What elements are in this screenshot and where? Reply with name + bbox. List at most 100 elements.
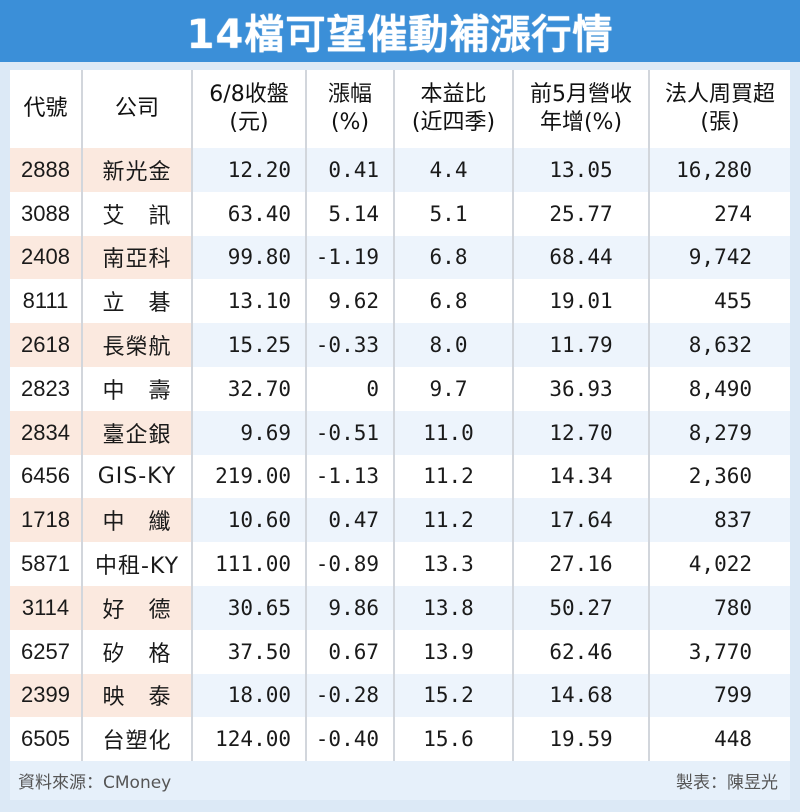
- cell-inst: 8,632: [648, 323, 790, 367]
- title-banner: 14檔可望催動補漲行情: [0, 0, 800, 62]
- table-row: 2888 新光金 12.20 0.41 4.4 13.05 16,280: [10, 148, 790, 192]
- cell-name: 中 纖: [81, 498, 192, 543]
- cell-pe: 6.8: [393, 235, 513, 280]
- cell-change: 9.86: [305, 585, 394, 630]
- cell-inst: 448: [648, 717, 790, 762]
- col-header-change: 漲幅 (%): [305, 70, 394, 148]
- table-row: 2834 臺企銀 9.69 -0.51 11.0 12.70 8,279: [10, 410, 790, 455]
- cell-inst: 4,022: [648, 542, 790, 586]
- cell-close: 124.00: [191, 717, 306, 762]
- table-row: 2618 長榮航 15.25 -0.33 8.0 11.79 8,632: [10, 323, 790, 367]
- cell-close: 32.70: [191, 366, 306, 411]
- cell-close: 99.80: [191, 235, 306, 280]
- col-header-close: 6/8收盤 (元): [191, 70, 306, 148]
- cell-inst: 2,360: [648, 454, 790, 499]
- stock-table: 代號 公司 6/8收盤 (元) 漲幅 (%) 本益比 (近四季) 前5月營收 年增(%)…: [10, 70, 790, 762]
- cell-change: 0.67: [305, 629, 394, 674]
- cell-code: 3088: [10, 191, 82, 236]
- cell-close: 10.60: [191, 498, 306, 543]
- table-row: 3114 好 德 30.65 9.86 13.8 50.27 780: [10, 585, 790, 630]
- cell-name: 台塑化: [81, 717, 192, 762]
- cell-pe: 11.2: [393, 454, 513, 499]
- cell-change: 0: [305, 366, 394, 411]
- cell-change: -0.89: [305, 542, 394, 586]
- cell-name: 新光金: [81, 148, 192, 192]
- cell-close: 30.65: [191, 585, 306, 630]
- cell-name: 中租-KY: [81, 542, 192, 586]
- cell-pe: 15.6: [393, 717, 513, 762]
- cell-rev: 50.27: [512, 585, 649, 630]
- cell-inst: 274: [648, 191, 790, 236]
- cell-name: 臺企銀: [81, 410, 192, 455]
- cell-pe: 15.2: [393, 673, 513, 718]
- data-source: 資料來源：CMoney: [18, 773, 172, 793]
- cell-name: 好 德: [81, 585, 192, 630]
- cell-name: 南亞科: [81, 235, 192, 280]
- cell-rev: 36.93: [512, 366, 649, 411]
- cell-pe: 11.2: [393, 498, 513, 543]
- cell-rev: 12.70: [512, 410, 649, 455]
- cell-code: 6456: [10, 454, 82, 499]
- cell-rev: 68.44: [512, 235, 649, 280]
- cell-inst: 780: [648, 585, 790, 630]
- col-header-pe: 本益比 (近四季): [393, 70, 513, 148]
- cell-change: -0.33: [305, 323, 394, 367]
- cell-rev: 14.34: [512, 454, 649, 499]
- cell-inst: 455: [648, 279, 790, 324]
- cell-pe: 13.9: [393, 629, 513, 674]
- cell-close: 13.10: [191, 279, 306, 324]
- table-row: 1718 中 纖 10.60 0.47 11.2 17.64 837: [10, 498, 790, 543]
- cell-close: 111.00: [191, 542, 306, 586]
- cell-code: 2618: [10, 323, 82, 367]
- cell-code: 2888: [10, 148, 82, 192]
- cell-change: -0.28: [305, 673, 394, 718]
- table-row: 6456 GIS-KY 219.00 -1.13 11.2 14.34 2,360: [10, 454, 790, 499]
- cell-name: 映 泰: [81, 673, 192, 718]
- header-row: 代號 公司 6/8收盤 (元) 漲幅 (%) 本益比 (近四季) 前5月營收 年增(%)…: [10, 70, 790, 148]
- cell-change: 9.62: [305, 279, 394, 324]
- cell-pe: 6.8: [393, 279, 513, 324]
- cell-pe: 13.3: [393, 542, 513, 586]
- cell-rev: 14.68: [512, 673, 649, 718]
- col-header-revenue-growth: 前5月營收 年增(%): [512, 70, 649, 148]
- cell-inst: 16,280: [648, 148, 790, 192]
- col-header-institutional-buy: 法人周買超 (張): [648, 70, 790, 148]
- cell-close: 219.00: [191, 454, 306, 499]
- cell-pe: 8.0: [393, 323, 513, 367]
- cell-code: 2834: [10, 410, 82, 455]
- cell-name: 中 壽: [81, 366, 192, 411]
- cell-change: -1.19: [305, 235, 394, 280]
- page-title: 14檔可望催動補漲行情: [186, 12, 614, 58]
- cell-pe: 9.7: [393, 366, 513, 411]
- cell-rev: 11.79: [512, 323, 649, 367]
- cell-pe: 4.4: [393, 148, 513, 192]
- cell-rev: 25.77: [512, 191, 649, 236]
- table-row: 3088 艾 訊 63.40 5.14 5.1 25.77 274: [10, 191, 790, 236]
- table-row: 6505 台塑化 124.00 -0.40 15.6 19.59 448: [10, 717, 790, 762]
- cell-change: -0.51: [305, 410, 394, 455]
- cell-inst: 9,742: [648, 235, 790, 280]
- chart-author: 製表：陳昱光: [676, 773, 778, 793]
- cell-pe: 13.8: [393, 585, 513, 630]
- cell-change: -1.13: [305, 454, 394, 499]
- cell-close: 12.20: [191, 148, 306, 192]
- cell-rev: 27.16: [512, 542, 649, 586]
- cell-code: 5871: [10, 542, 82, 586]
- cell-change: 0.47: [305, 498, 394, 543]
- table-row: 2823 中 壽 32.70 0 9.7 36.93 8,490: [10, 366, 790, 411]
- table-row: 2399 映 泰 18.00 -0.28 15.2 14.68 799: [10, 673, 790, 718]
- cell-close: 9.69: [191, 410, 306, 455]
- cell-rev: 13.05: [512, 148, 649, 192]
- cell-close: 37.50: [191, 629, 306, 674]
- cell-close: 15.25: [191, 323, 306, 367]
- cell-code: 2399: [10, 673, 82, 718]
- cell-code: 2408: [10, 235, 82, 280]
- cell-code: 6505: [10, 717, 82, 762]
- cell-code: 1718: [10, 498, 82, 543]
- cell-name: 艾 訊: [81, 191, 192, 236]
- cell-close: 18.00: [191, 673, 306, 718]
- cell-inst: 8,279: [648, 410, 790, 455]
- cell-pe: 5.1: [393, 191, 513, 236]
- cell-inst: 837: [648, 498, 790, 543]
- cell-rev: 62.46: [512, 629, 649, 674]
